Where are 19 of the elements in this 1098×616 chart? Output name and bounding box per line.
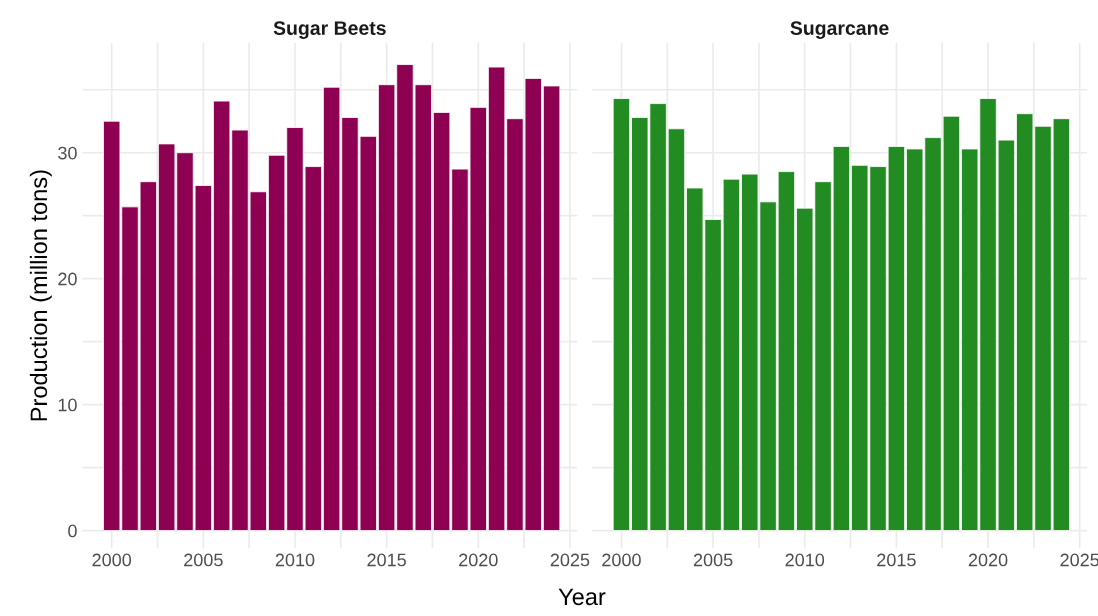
y-axis-title: Production (million tons)	[29, 170, 52, 421]
x-tick-label: 2025	[550, 553, 590, 567]
y-tick-label: 0	[68, 524, 77, 538]
x-tick-label: 2020	[968, 553, 1008, 567]
x-tick-label: 2015	[367, 553, 406, 567]
chart-title: Sugarcane	[790, 21, 889, 39]
chart-title: Sugar Beets	[273, 21, 386, 39]
x-tick-label: 2010	[275, 553, 315, 567]
x-tick-label: 2010	[785, 553, 825, 567]
x-tick-label: 2000	[92, 553, 132, 567]
y-tick-label: 10	[58, 398, 77, 412]
y-tick-label: 20	[58, 272, 77, 286]
x-tick-label: 2000	[602, 553, 641, 567]
x-tick-label: 2005	[693, 553, 733, 567]
x-tick-label: 2020	[459, 553, 498, 567]
y-tick-label: 30	[58, 146, 77, 160]
x-tick-label: 2015	[877, 553, 916, 567]
x-axis-title: Year	[558, 588, 606, 606]
x-tick-label: 2005	[184, 553, 223, 567]
